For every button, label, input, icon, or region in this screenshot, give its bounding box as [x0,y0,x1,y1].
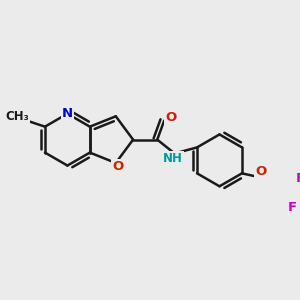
Text: O: O [166,111,177,124]
Text: F: F [287,201,297,214]
Text: F: F [296,172,300,185]
Text: CH₃: CH₃ [5,110,29,123]
Text: O: O [255,165,267,178]
Text: O: O [112,160,123,173]
Text: N: N [62,107,73,120]
Text: NH: NH [163,152,183,165]
